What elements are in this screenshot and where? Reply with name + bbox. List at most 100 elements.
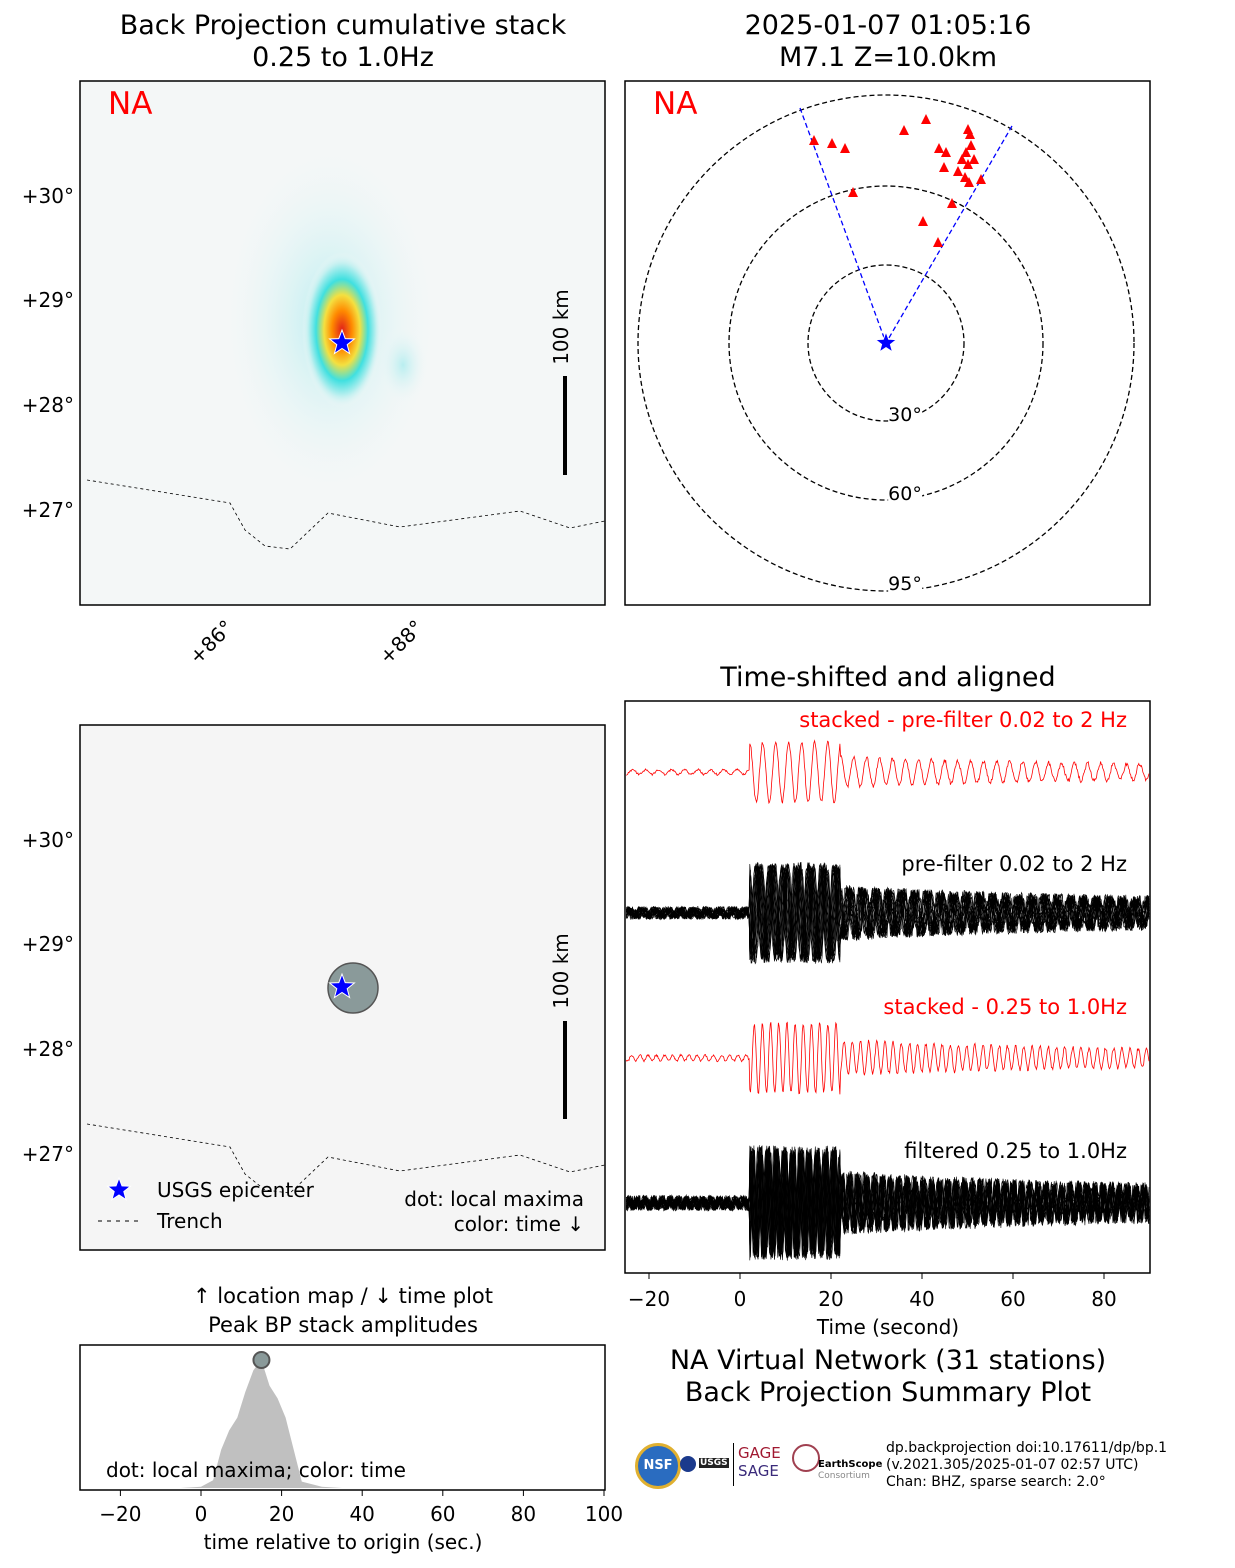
stacked-trace xyxy=(626,739,1150,805)
station-marker xyxy=(933,237,943,247)
station-marker xyxy=(961,147,971,157)
footer-doi: dp.backprojection doi:10.17611/dp/bp.1 xyxy=(886,1440,1168,1456)
note: dot: local maxima xyxy=(404,1187,584,1211)
station-marker xyxy=(963,159,973,169)
amp-title: ↑ location map / ↓ time plot xyxy=(193,1284,493,1308)
ring-label: 60° xyxy=(888,483,922,505)
x-tick-label: 60 xyxy=(1000,1287,1026,1311)
azimuth-line xyxy=(799,107,887,344)
earthscope-logo: EarthScope xyxy=(818,1459,883,1470)
station-marker xyxy=(947,198,957,208)
x-tick-label: −20 xyxy=(99,1502,142,1526)
waveform-title: Time-shifted and aligned xyxy=(720,662,1056,693)
x-tick-label: 60 xyxy=(430,1502,456,1526)
amp-plot-panel xyxy=(79,1344,606,1496)
footer-version: (v.2021.305/2025-01-07 02:57 UTC) xyxy=(886,1457,1139,1473)
legend-trench: Trench xyxy=(157,1209,223,1233)
station-trace xyxy=(626,863,1150,962)
x-tick-label: −20 xyxy=(627,1287,671,1311)
legend-epicenter: USGS epicenter xyxy=(157,1178,314,1202)
x-tick-label: 40 xyxy=(909,1287,935,1311)
station-marker xyxy=(809,135,819,145)
waveform-panel xyxy=(624,700,1151,1279)
station-marker xyxy=(953,166,963,176)
x-axis-label: Time (second) xyxy=(816,1315,960,1339)
lat-tick: +29° xyxy=(21,288,74,312)
earthscope-icon xyxy=(792,1444,820,1472)
station-marker xyxy=(934,143,944,153)
station-marker xyxy=(957,154,967,164)
local-maxima-dot xyxy=(252,1351,271,1369)
x-tick-label: 80 xyxy=(510,1502,537,1526)
station-trace xyxy=(626,1145,1150,1260)
station-marker xyxy=(848,187,858,197)
x-tick-label: 0 xyxy=(733,1287,747,1311)
x-tick-label: 100 xyxy=(584,1502,624,1526)
lat-tick: +30° xyxy=(21,828,74,852)
usgs-logo: USGS xyxy=(699,1458,729,1468)
station-marker xyxy=(966,140,976,150)
x-tick-label: 80 xyxy=(1091,1287,1117,1311)
scale-label: 100 km xyxy=(548,289,573,365)
station-trace xyxy=(626,863,1150,963)
station-marker xyxy=(899,125,909,135)
network-label: NA xyxy=(108,86,153,122)
trace-label: stacked - 0.25 to 1.0Hz xyxy=(883,995,1127,1019)
trench-line xyxy=(86,1123,606,1194)
lat-tick: +30° xyxy=(21,184,74,208)
station-marker xyxy=(965,129,975,139)
event-magnitude: M7.1 Z=10.0km xyxy=(779,42,997,73)
epicenter-star-icon xyxy=(106,1176,132,1201)
station-marker xyxy=(918,216,928,226)
stacked-trace xyxy=(625,1021,1150,1095)
x-tick-label: 40 xyxy=(349,1502,375,1526)
summary-title: NA Virtual Network (31 stations) xyxy=(669,1345,1107,1376)
station-marker xyxy=(840,143,850,153)
ring-label: 30° xyxy=(888,404,922,426)
trace-label: filtered 0.25 to 1.0Hz xyxy=(904,1139,1127,1163)
lat-tick: +28° xyxy=(21,393,74,417)
event-time: 2025-01-07 01:05:16 xyxy=(744,10,1032,41)
logo-divider xyxy=(733,1443,734,1486)
station-marker xyxy=(827,138,837,148)
station-marker xyxy=(921,114,931,124)
distance-ring xyxy=(728,185,1044,501)
epicenter-star-icon xyxy=(328,328,356,355)
station-marker xyxy=(964,177,974,187)
x-tick-label: 0 xyxy=(194,1502,208,1526)
azimuth-line xyxy=(885,125,1013,344)
summary-subtitle: Back Projection Summary Plot xyxy=(684,1377,1092,1408)
lat-tick: +27° xyxy=(21,498,74,522)
trace-label: stacked - pre-filter 0.02 to 2 Hz xyxy=(799,708,1127,732)
x-tick-label: 20 xyxy=(818,1287,844,1311)
x-axis-label: time relative to origin (sec.) xyxy=(203,1530,483,1554)
bp-title: Back Projection cumulative stack xyxy=(119,10,567,41)
trace-label: pre-filter 0.02 to 2 Hz xyxy=(901,852,1127,876)
ring-label: 95° xyxy=(888,573,922,595)
lat-tick: +27° xyxy=(21,1142,74,1166)
distance-ring xyxy=(807,264,965,422)
local-maxima-dot xyxy=(327,962,379,1014)
epicenter-star-icon xyxy=(874,330,898,354)
station-marker xyxy=(976,174,986,184)
station-trace xyxy=(626,863,1150,963)
lat-tick: +29° xyxy=(21,932,74,956)
amp-subtitle: Peak BP stack amplitudes xyxy=(208,1313,478,1337)
note: color: time ↓ xyxy=(453,1212,584,1236)
nasa-logo xyxy=(680,1456,696,1472)
station-marker xyxy=(960,172,970,182)
distance-ring xyxy=(637,94,1135,592)
station-marker xyxy=(939,162,949,172)
lat-tick: +28° xyxy=(21,1037,74,1061)
bp-subtitle: 0.25 to 1.0Hz xyxy=(252,42,434,73)
network-label: NA xyxy=(653,86,698,122)
sage-logo: SAGE xyxy=(738,1462,779,1480)
nsf-logo: NSF xyxy=(635,1443,681,1489)
epicenter-star-icon xyxy=(328,972,356,999)
bp-map-panel xyxy=(79,80,606,606)
x-tick-label: 20 xyxy=(268,1502,295,1526)
station-marker xyxy=(969,154,979,164)
scale-label: 100 km xyxy=(548,933,573,1009)
